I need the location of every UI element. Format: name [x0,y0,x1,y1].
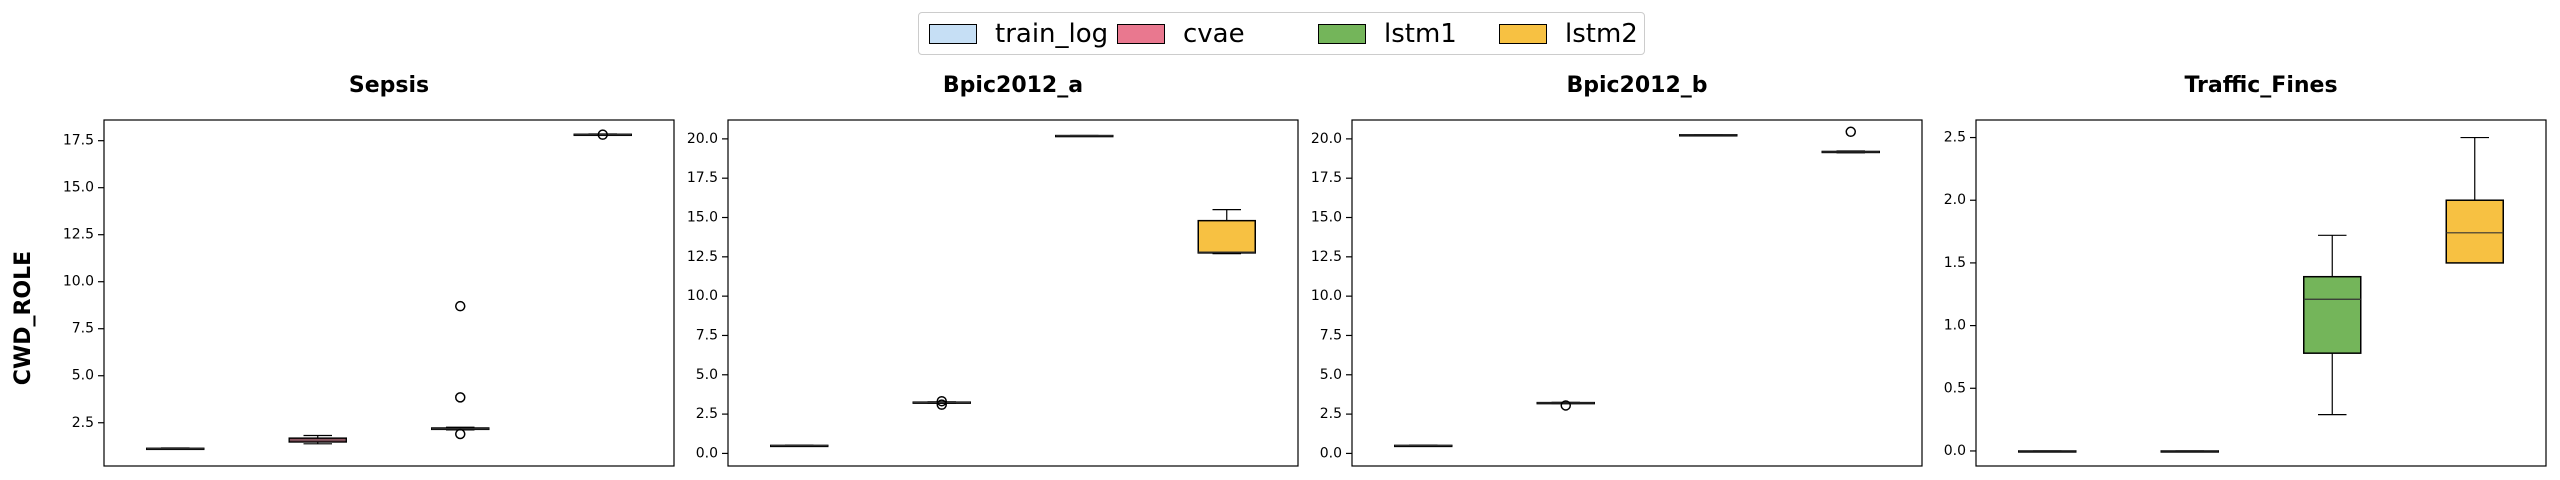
box-sepsis-lstm1 [431,300,490,440]
legend-swatch-lstm1 [1318,24,1366,44]
legend-label-lstm1: lstm1 [1384,19,1457,49]
outlier-point [936,395,947,407]
box-traffic-fines-train-log [2018,450,2077,453]
panel-sepsis: Sepsis 2.5 5.0 7.5 10.0 12.5 15.0 17.5 [63,73,675,467]
legend-item-cvae: cvae [1117,19,1245,49]
y-tick-label-bpic2012-a: 2.5 [696,406,718,422]
legend-label-lstm2: lstm2 [1565,19,1638,49]
outlier-point [1845,126,1856,138]
y-tick-label-bpic2012-b: 15.0 [1311,210,1342,226]
legend-item-train-log: train_log [929,19,1109,49]
legend-swatch-cvae [1117,24,1165,44]
legend: train_log cvae lstm1 lstm2 [918,12,1645,55]
box-sepsis-lstm2 [573,129,632,140]
y-tick-label-sepsis: 5.0 [72,368,94,384]
legend-item-lstm2: lstm2 [1499,19,1638,49]
box-sepsis-cvae [288,434,347,445]
outlier-point [455,392,466,403]
y-tick-label-sepsis: 7.5 [72,321,94,337]
panel-title-sepsis: Sepsis [349,73,429,98]
y-tick-label-bpic2012-b: 0.0 [1320,445,1342,461]
y-tick-label-sepsis: 2.5 [72,415,94,431]
y-tick-label-bpic2012-a: 10.0 [687,288,718,304]
box-iqr [2445,199,2504,264]
y-axis-label: CWD_ROLE [11,251,36,385]
box-bpic2012-b-train-log [1394,444,1453,448]
y-tick-label-traffic-fines: 0.0 [1944,443,1966,459]
box-iqr [2303,275,2362,354]
y-tick-label-sepsis: 12.5 [63,227,94,243]
axes-frame-traffic-fines [1975,119,2547,467]
y-tick-label-bpic2012-b: 5.0 [1320,367,1342,383]
y-tick-label-traffic-fines: 1.5 [1944,255,1966,271]
y-tick-label-bpic2012-a: 15.0 [687,210,718,226]
legend-swatch-train-log [929,24,977,44]
y-tick-label-bpic2012-a: 20.0 [687,131,718,147]
y-tick-label-sepsis: 10.0 [63,274,94,290]
y-tick-label-sepsis: 15.0 [63,180,94,196]
panel-bpic2012-b: Bpic2012_b 0.0 2.5 5.0 7.5 10.0 12.5 15.0 17.5 20… [1311,73,1923,467]
y-tick-label-bpic2012-a: 12.5 [687,249,718,265]
box-traffic-fines-cvae [2160,450,2219,453]
y-tick-label-bpic2012-b: 20.0 [1311,131,1342,147]
outlier-point [1560,400,1571,411]
y-tick-label-bpic2012-a: 17.5 [687,170,718,186]
box-bpic2012-a-train-log [770,444,829,448]
panels: Sepsis2.55.07.510.012.515.017.5Bpic2012_… [63,73,2547,467]
panel-traffic-fines: Traffic_Fines 0.0 0.5 1.0 1.5 2.0 2.5 [1944,73,2547,467]
outlier-point [936,399,947,410]
outlier-point [455,300,466,312]
panel-title-bpic2012-a: Bpic2012_a [943,73,1083,98]
outlier-point [597,129,608,140]
panel-title-bpic2012-b: Bpic2012_b [1566,73,1707,98]
box-bpic2012-b-lstm2 [1821,126,1880,154]
box-bpic2012-b-cvae [1536,400,1595,411]
y-tick-label-traffic-fines: 1.0 [1944,318,1966,334]
y-tick-label-bpic2012-b: 10.0 [1311,288,1342,304]
y-tick-label-traffic-fines: 2.5 [1944,130,1966,146]
box-bpic2012-a-lstm1 [1055,134,1114,138]
axes-frame-sepsis [103,119,675,467]
box-bpic2012-a-cvae [912,395,971,410]
axes-frame-bpic2012-b [1351,119,1923,467]
legend-swatch-lstm2 [1499,24,1547,44]
y-tick-label-bpic2012-b: 17.5 [1311,170,1342,186]
y-tick-label-traffic-fines: 0.5 [1944,380,1966,396]
y-tick-label-bpic2012-b: 7.5 [1320,327,1342,343]
y-tick-label-bpic2012-a: 5.0 [696,367,718,383]
axes-frame-bpic2012-a [727,119,1299,467]
legend-label-cvae: cvae [1183,19,1245,49]
box-sepsis-train-log [146,447,205,451]
y-tick-label-traffic-fines: 2.0 [1944,192,1966,208]
panel-title-traffic-fines: Traffic_Fines [2184,73,2337,98]
box-traffic-fines-lstm1 [2303,234,2362,416]
panel-bpic2012-a: Bpic2012_a 0.0 2.5 5.0 7.5 10.0 12.5 15.0 17.5 20… [687,73,1299,467]
y-tick-label-sepsis: 17.5 [63,133,94,149]
y-tick-label-bpic2012-b: 2.5 [1320,406,1342,422]
legend-label-train-log: train_log [995,19,1109,49]
y-tick-label-bpic2012-a: 0.0 [696,445,718,461]
outlier-point [455,428,466,440]
box-traffic-fines-lstm2 [2445,136,2504,264]
legend-item-lstm1: lstm1 [1318,19,1457,49]
box-iqr [1197,219,1256,254]
y-tick-label-bpic2012-a: 7.5 [696,327,718,343]
box-bpic2012-b-lstm1 [1679,134,1738,137]
y-tick-label-bpic2012-b: 12.5 [1311,249,1342,265]
box-bpic2012-a-lstm2 [1197,209,1256,255]
